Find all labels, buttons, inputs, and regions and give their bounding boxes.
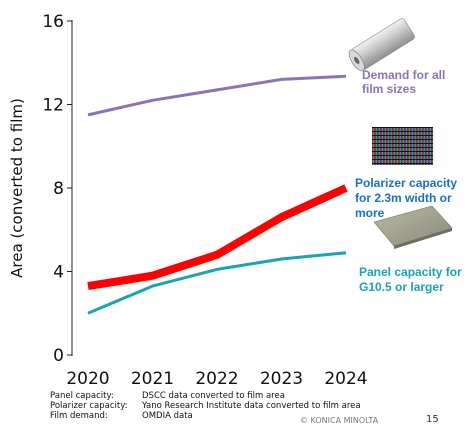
x-tick-label: 2021: [131, 369, 174, 389]
x-tick-label: 2024: [324, 369, 367, 389]
glass-panel-icon: [373, 205, 453, 249]
x-tick-label: 2022: [195, 369, 238, 389]
x-tick-label: 2020: [66, 369, 109, 389]
x-tick-label: 2023: [260, 369, 303, 389]
copyright: © KONICA MINOLTA: [300, 416, 379, 425]
note-row: Polarizer capacity: Yano Research Institu…: [50, 401, 361, 411]
y-tick-label: 4: [53, 263, 64, 283]
series-line-panel: [87, 251, 347, 315]
y-axis-label: Area (converted to film): [8, 98, 26, 278]
note-row: Film demand: OMDIA data: [50, 411, 193, 421]
note-row: Panel capacity: DSCC data converted to fi…: [50, 391, 285, 401]
series-label-demand: Demand for all film sizes: [362, 68, 445, 96]
series-label-panel: Panel capacity for G10.5 or larger: [359, 265, 462, 294]
y-tick-label: 0: [53, 346, 64, 366]
y-tick-label: 16: [42, 12, 64, 32]
series-label-polarizer: Polarizer capacity for 2.3m width or more: [355, 176, 457, 220]
y-tick-label: 12: [42, 96, 64, 116]
series-line-demand: [87, 74, 347, 117]
page-number: 15: [426, 414, 439, 425]
pixel-grid-icon: [372, 127, 433, 165]
series-line-polarizer: [87, 184, 348, 291]
film-roll-icon: [348, 18, 415, 72]
y-tick-label: 8: [53, 179, 64, 199]
source-notes: Panel capacity: DSCC data converted to fi…: [50, 391, 361, 421]
